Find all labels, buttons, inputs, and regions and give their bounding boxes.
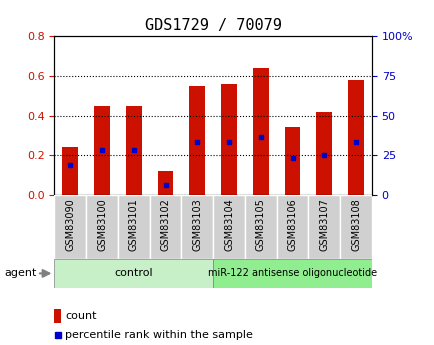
Bar bbox=[244, 195, 276, 259]
Text: agent: agent bbox=[4, 268, 36, 278]
Text: GSM83102: GSM83102 bbox=[160, 198, 170, 251]
Bar bbox=[125, 106, 141, 195]
Bar bbox=[94, 106, 110, 195]
Bar bbox=[157, 171, 173, 195]
Text: GSM83107: GSM83107 bbox=[319, 198, 329, 251]
Text: control: control bbox=[114, 268, 153, 278]
Bar bbox=[189, 86, 205, 195]
Bar bbox=[339, 195, 371, 259]
Bar bbox=[252, 68, 268, 195]
Bar bbox=[62, 147, 78, 195]
Text: GSM83103: GSM83103 bbox=[192, 198, 202, 251]
Bar bbox=[308, 195, 339, 259]
Bar bbox=[54, 195, 86, 259]
Bar bbox=[213, 259, 371, 288]
Bar bbox=[118, 195, 149, 259]
Text: percentile rank within the sample: percentile rank within the sample bbox=[66, 330, 253, 339]
Bar bbox=[149, 195, 181, 259]
Bar bbox=[54, 259, 213, 288]
Text: GSM83105: GSM83105 bbox=[255, 198, 265, 251]
Bar bbox=[54, 309, 61, 323]
Bar bbox=[276, 195, 308, 259]
Text: count: count bbox=[66, 311, 97, 321]
Bar bbox=[86, 195, 118, 259]
Bar bbox=[181, 195, 213, 259]
Bar bbox=[316, 112, 332, 195]
Bar bbox=[284, 127, 300, 195]
Bar bbox=[213, 195, 244, 259]
Text: GSM83101: GSM83101 bbox=[128, 198, 138, 251]
Text: GSM83108: GSM83108 bbox=[350, 198, 360, 251]
Bar bbox=[347, 80, 363, 195]
Bar bbox=[220, 84, 237, 195]
Text: GDS1729 / 70079: GDS1729 / 70079 bbox=[145, 18, 281, 33]
Text: GSM83104: GSM83104 bbox=[224, 198, 233, 251]
Text: GSM83100: GSM83100 bbox=[97, 198, 107, 251]
Text: GSM83106: GSM83106 bbox=[287, 198, 297, 251]
Text: GSM83090: GSM83090 bbox=[65, 198, 75, 251]
Text: miR-122 antisense oligonucleotide: miR-122 antisense oligonucleotide bbox=[207, 268, 376, 278]
